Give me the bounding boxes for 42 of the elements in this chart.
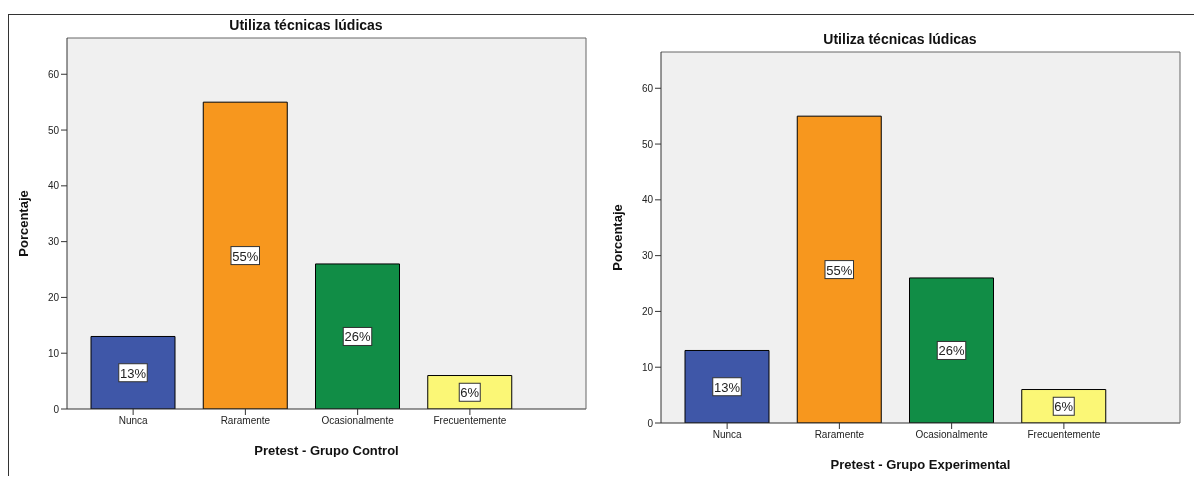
chart-title: Utiliza técnicas lúdicas — [228, 17, 384, 33]
x-tick-label: Raramente — [220, 415, 271, 427]
y-tick-label: 0 — [53, 403, 60, 415]
y-tick-label: 20 — [641, 305, 654, 317]
x-axis-title: Pretest - Grupo Experimental — [830, 457, 1011, 472]
y-tick-label: 60 — [47, 68, 60, 80]
bar — [909, 277, 994, 423]
y-tick-label: 50 — [47, 124, 60, 136]
x-tick-label: Frecuentemente — [1027, 429, 1101, 441]
y-tick-label: 10 — [641, 361, 654, 373]
data-label: 6% — [460, 385, 480, 401]
y-tick-label: 60 — [641, 82, 654, 94]
y-tick-label: 40 — [641, 194, 654, 206]
bar — [90, 335, 176, 409]
y-axis-title: Porcentaje — [15, 190, 31, 257]
y-tick-label: 50 — [641, 138, 654, 150]
x-tick-label: Ocasionalmente — [915, 429, 989, 441]
bar — [202, 101, 288, 409]
x-tick-label: Ocasionalmente — [321, 415, 395, 427]
data-label: 55% — [826, 262, 853, 278]
x-tick-label: Raramente — [814, 429, 865, 441]
data-label: 6% — [1054, 399, 1074, 415]
bar — [315, 263, 400, 409]
y-tick-label: 30 — [47, 236, 60, 248]
y-tick-label: 40 — [47, 180, 60, 192]
data-label: 55% — [232, 248, 259, 264]
y-tick-label: 0 — [647, 417, 654, 429]
y-tick-label: 10 — [47, 347, 60, 359]
x-tick-label: Nunca — [712, 429, 743, 441]
data-label: 13% — [713, 379, 741, 395]
data-label: 26% — [938, 343, 965, 359]
data-label: 13% — [119, 365, 147, 381]
y-tick-label: 30 — [641, 250, 654, 262]
chart-title: Utiliza técnicas lúdicas — [822, 31, 978, 47]
data-label: 26% — [344, 329, 371, 345]
y-tick-label: 20 — [47, 291, 60, 303]
x-tick-label: Nunca — [118, 415, 149, 427]
x-axis-title: Pretest - Grupo Control — [254, 443, 399, 458]
bar — [796, 115, 882, 423]
y-axis-title: Porcentaje — [609, 204, 625, 271]
x-tick-label: Frecuentemente — [433, 415, 507, 427]
bar — [684, 349, 770, 423]
